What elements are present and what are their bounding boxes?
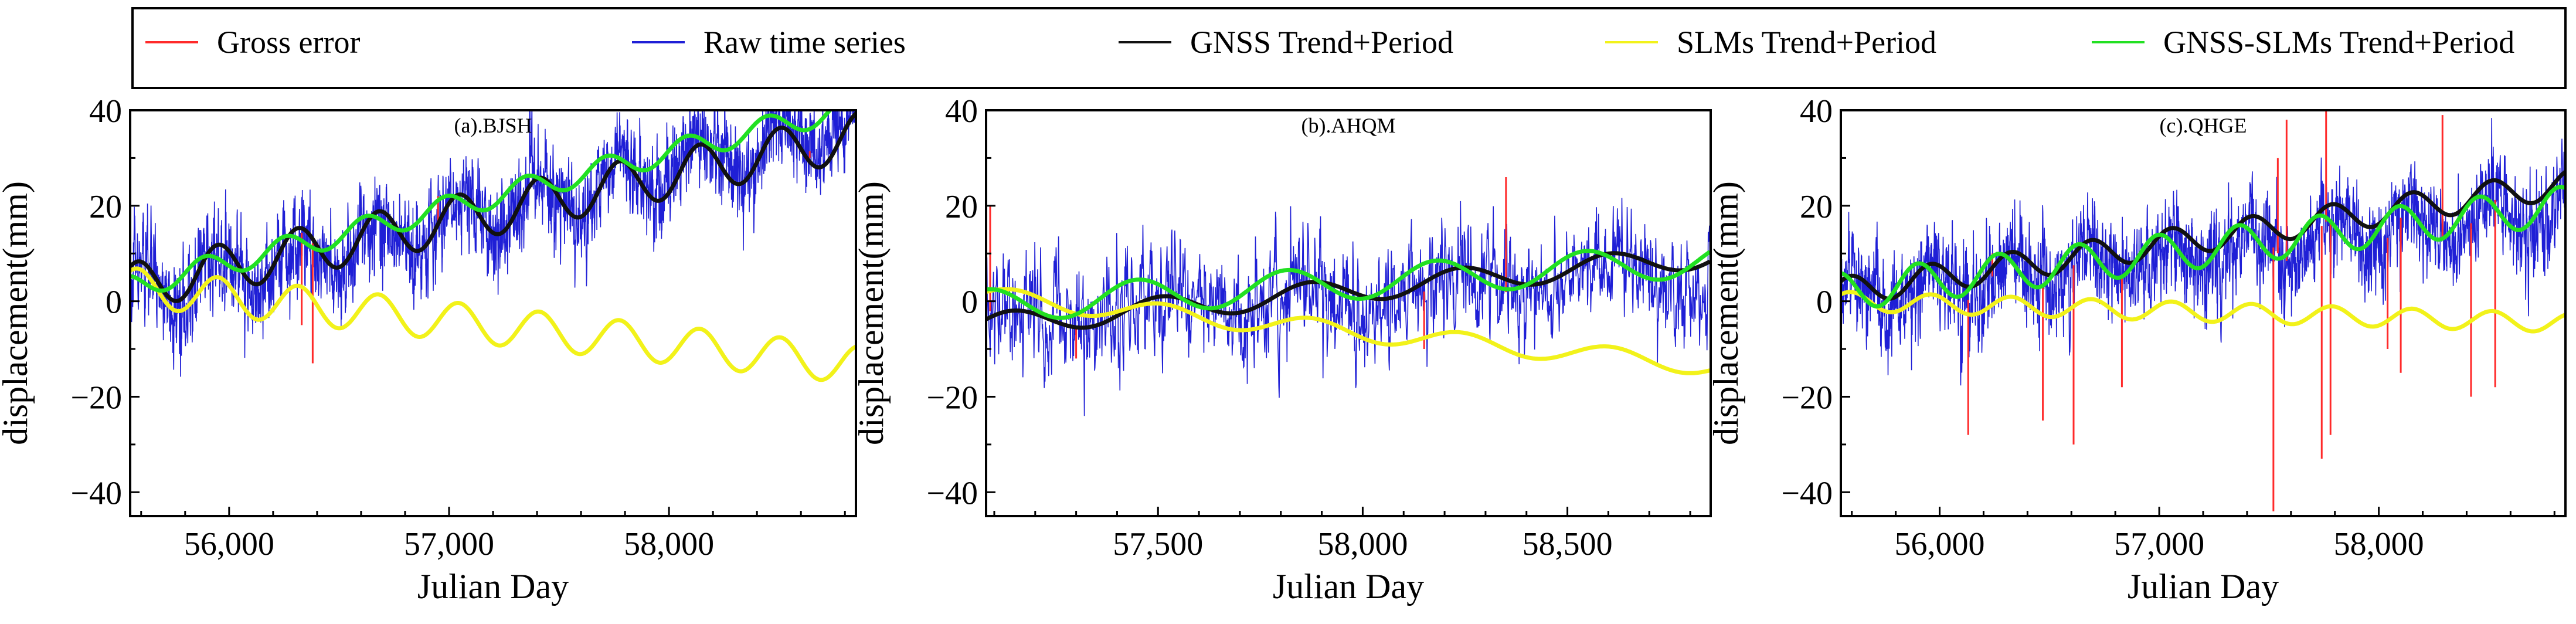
series-line-slms-trend-period <box>986 287 1711 375</box>
x-tick-label: 57,000 <box>2114 526 2204 562</box>
y-tick-label: −40 <box>926 475 978 511</box>
legend-label-raw-time-series: Raw time series <box>704 25 906 60</box>
panel-title-qhge: (c).QHGE <box>2160 114 2247 137</box>
series-line-slms-trend-period <box>1841 290 2565 334</box>
y-tick-label: −20 <box>926 379 978 416</box>
plot-area-qhge <box>1841 110 2565 511</box>
series-line-slms-trend-period <box>130 266 856 382</box>
x-tick-label: 57,000 <box>404 526 494 562</box>
panel-qhge: −40 −20 0 20 40 56,000 57,000 58,000 (c).QHGE Jul… <box>1707 93 2567 606</box>
y-tick-label: 0 <box>961 284 978 321</box>
series-line-raw-time-series <box>130 110 855 377</box>
x-axis-label-bjsh: Julian Day <box>417 567 569 606</box>
y-axis-label-qhge: displacement(mm) <box>1707 181 1745 445</box>
y-tick-label: 0 <box>106 284 122 321</box>
series-line-gnss-slms-trend-period <box>130 110 832 293</box>
y-tick-label: 40 <box>89 93 122 130</box>
y-tick-label: −20 <box>70 379 122 416</box>
x-tick-label: 57,500 <box>1113 526 1203 562</box>
series-line-gnss-slms-trend-period <box>1841 185 2565 308</box>
series-line-gnss-trend-period <box>130 111 856 303</box>
series-line-gnss-trend-period <box>986 251 1711 330</box>
panel-title-bjsh: (a).BJSH <box>454 114 532 137</box>
y-tick-label: 40 <box>1800 93 1833 130</box>
y-tick-label: −40 <box>1781 475 1833 511</box>
panel-ahqm: −40 −20 0 20 40 57,500 58,000 58,500 (b).AHQM Jul… <box>852 93 1712 606</box>
x-axis-label-qhge: Julian Day <box>2128 567 2279 606</box>
y-tick-label: 20 <box>945 189 978 225</box>
plot-area-bjsh <box>130 110 856 382</box>
legend-label-gross-error: Gross error <box>217 25 360 60</box>
series-line-gnss-slms-trend-period <box>986 249 1711 320</box>
x-tick-label: 56,000 <box>1895 526 1985 562</box>
y-tick-label: 0 <box>1816 284 1833 321</box>
legend-label-gnss-slms-trend-period: GNSS-SLMs Trend+Period <box>2163 25 2514 60</box>
legend-label-slms-trend-period: SLMs Trend+Period <box>1677 25 1936 60</box>
y-tick-label: −40 <box>70 475 122 511</box>
panel-bjsh: −40 −20 0 20 40 56,000 57,000 58,000 (a).BJSH Jul… <box>0 93 857 606</box>
y-tick-label: 40 <box>945 93 978 130</box>
x-axis-label-ahqm: Julian Day <box>1273 567 1424 606</box>
x-tick-label: 58,500 <box>1523 526 1613 562</box>
axes-frame-ahqm <box>985 109 1712 517</box>
x-tick-label: 56,000 <box>184 526 274 562</box>
series-line-gnss-trend-period <box>1841 169 2565 301</box>
x-tick-label: 58,000 <box>624 526 714 562</box>
y-tick-label: 20 <box>89 189 122 225</box>
series-line-raw-time-series <box>986 198 1711 416</box>
x-tick-label: 58,000 <box>1317 526 1408 562</box>
y-tick-label: −20 <box>1781 379 1833 416</box>
legend-label-gnss-trend-period: GNSS Trend+Period <box>1190 25 1453 60</box>
legend: Gross error Raw time series GNSS Trend+P… <box>131 7 2567 89</box>
panel-title-ahqm: (b).AHQM <box>1301 114 1396 137</box>
axes-frame-qhge <box>1840 109 2567 517</box>
y-axis-label-bjsh: displacement(mm) <box>0 181 35 445</box>
legend-frame <box>131 7 2567 89</box>
y-axis-label-ahqm: displacement(mm) <box>852 181 891 445</box>
y-tick-label: 20 <box>1800 189 1833 225</box>
x-tick-label: 58,000 <box>2334 526 2424 562</box>
series-line-raw-time-series <box>1841 118 2565 386</box>
plot-area-ahqm <box>986 177 1711 416</box>
